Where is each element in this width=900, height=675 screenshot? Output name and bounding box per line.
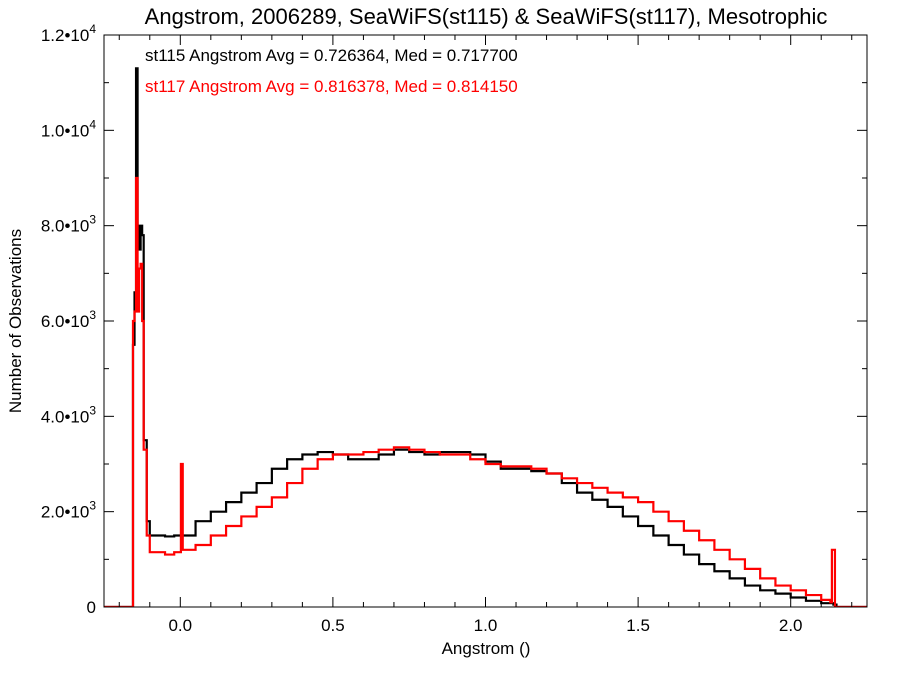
series-st115 bbox=[104, 67, 867, 607]
x-axis-label: Angstrom () bbox=[442, 639, 531, 658]
y-tick-label: 6.0•103 bbox=[41, 308, 97, 331]
y-tick-label: 4.0•103 bbox=[41, 403, 97, 426]
x-tick-label: 0.0 bbox=[168, 616, 192, 635]
x-tick-label: 2.0 bbox=[779, 616, 803, 635]
st115-annotation: st115 Angstrom Avg = 0.726364, Med = 0.7… bbox=[145, 46, 518, 65]
st117-annotation: st117 Angstrom Avg = 0.816378, Med = 0.8… bbox=[145, 77, 518, 96]
y-tick-label: 8.0•103 bbox=[41, 213, 97, 236]
series-st117 bbox=[104, 176, 867, 607]
y-tick-label: 0 bbox=[87, 598, 96, 617]
y-axis-label: Number of Observations bbox=[6, 229, 25, 413]
x-tick-label: 0.5 bbox=[321, 616, 345, 635]
x-tick-label: 1.0 bbox=[474, 616, 498, 635]
y-tick-label: 1.0•104 bbox=[41, 117, 97, 140]
chart-title: Angstrom, 2006289, SeaWiFS(st115) & SeaW… bbox=[145, 4, 828, 29]
y-tick-label: 1.2•104 bbox=[41, 22, 97, 45]
y-tick-label: 2.0•103 bbox=[41, 499, 97, 522]
x-tick-label: 1.5 bbox=[626, 616, 650, 635]
